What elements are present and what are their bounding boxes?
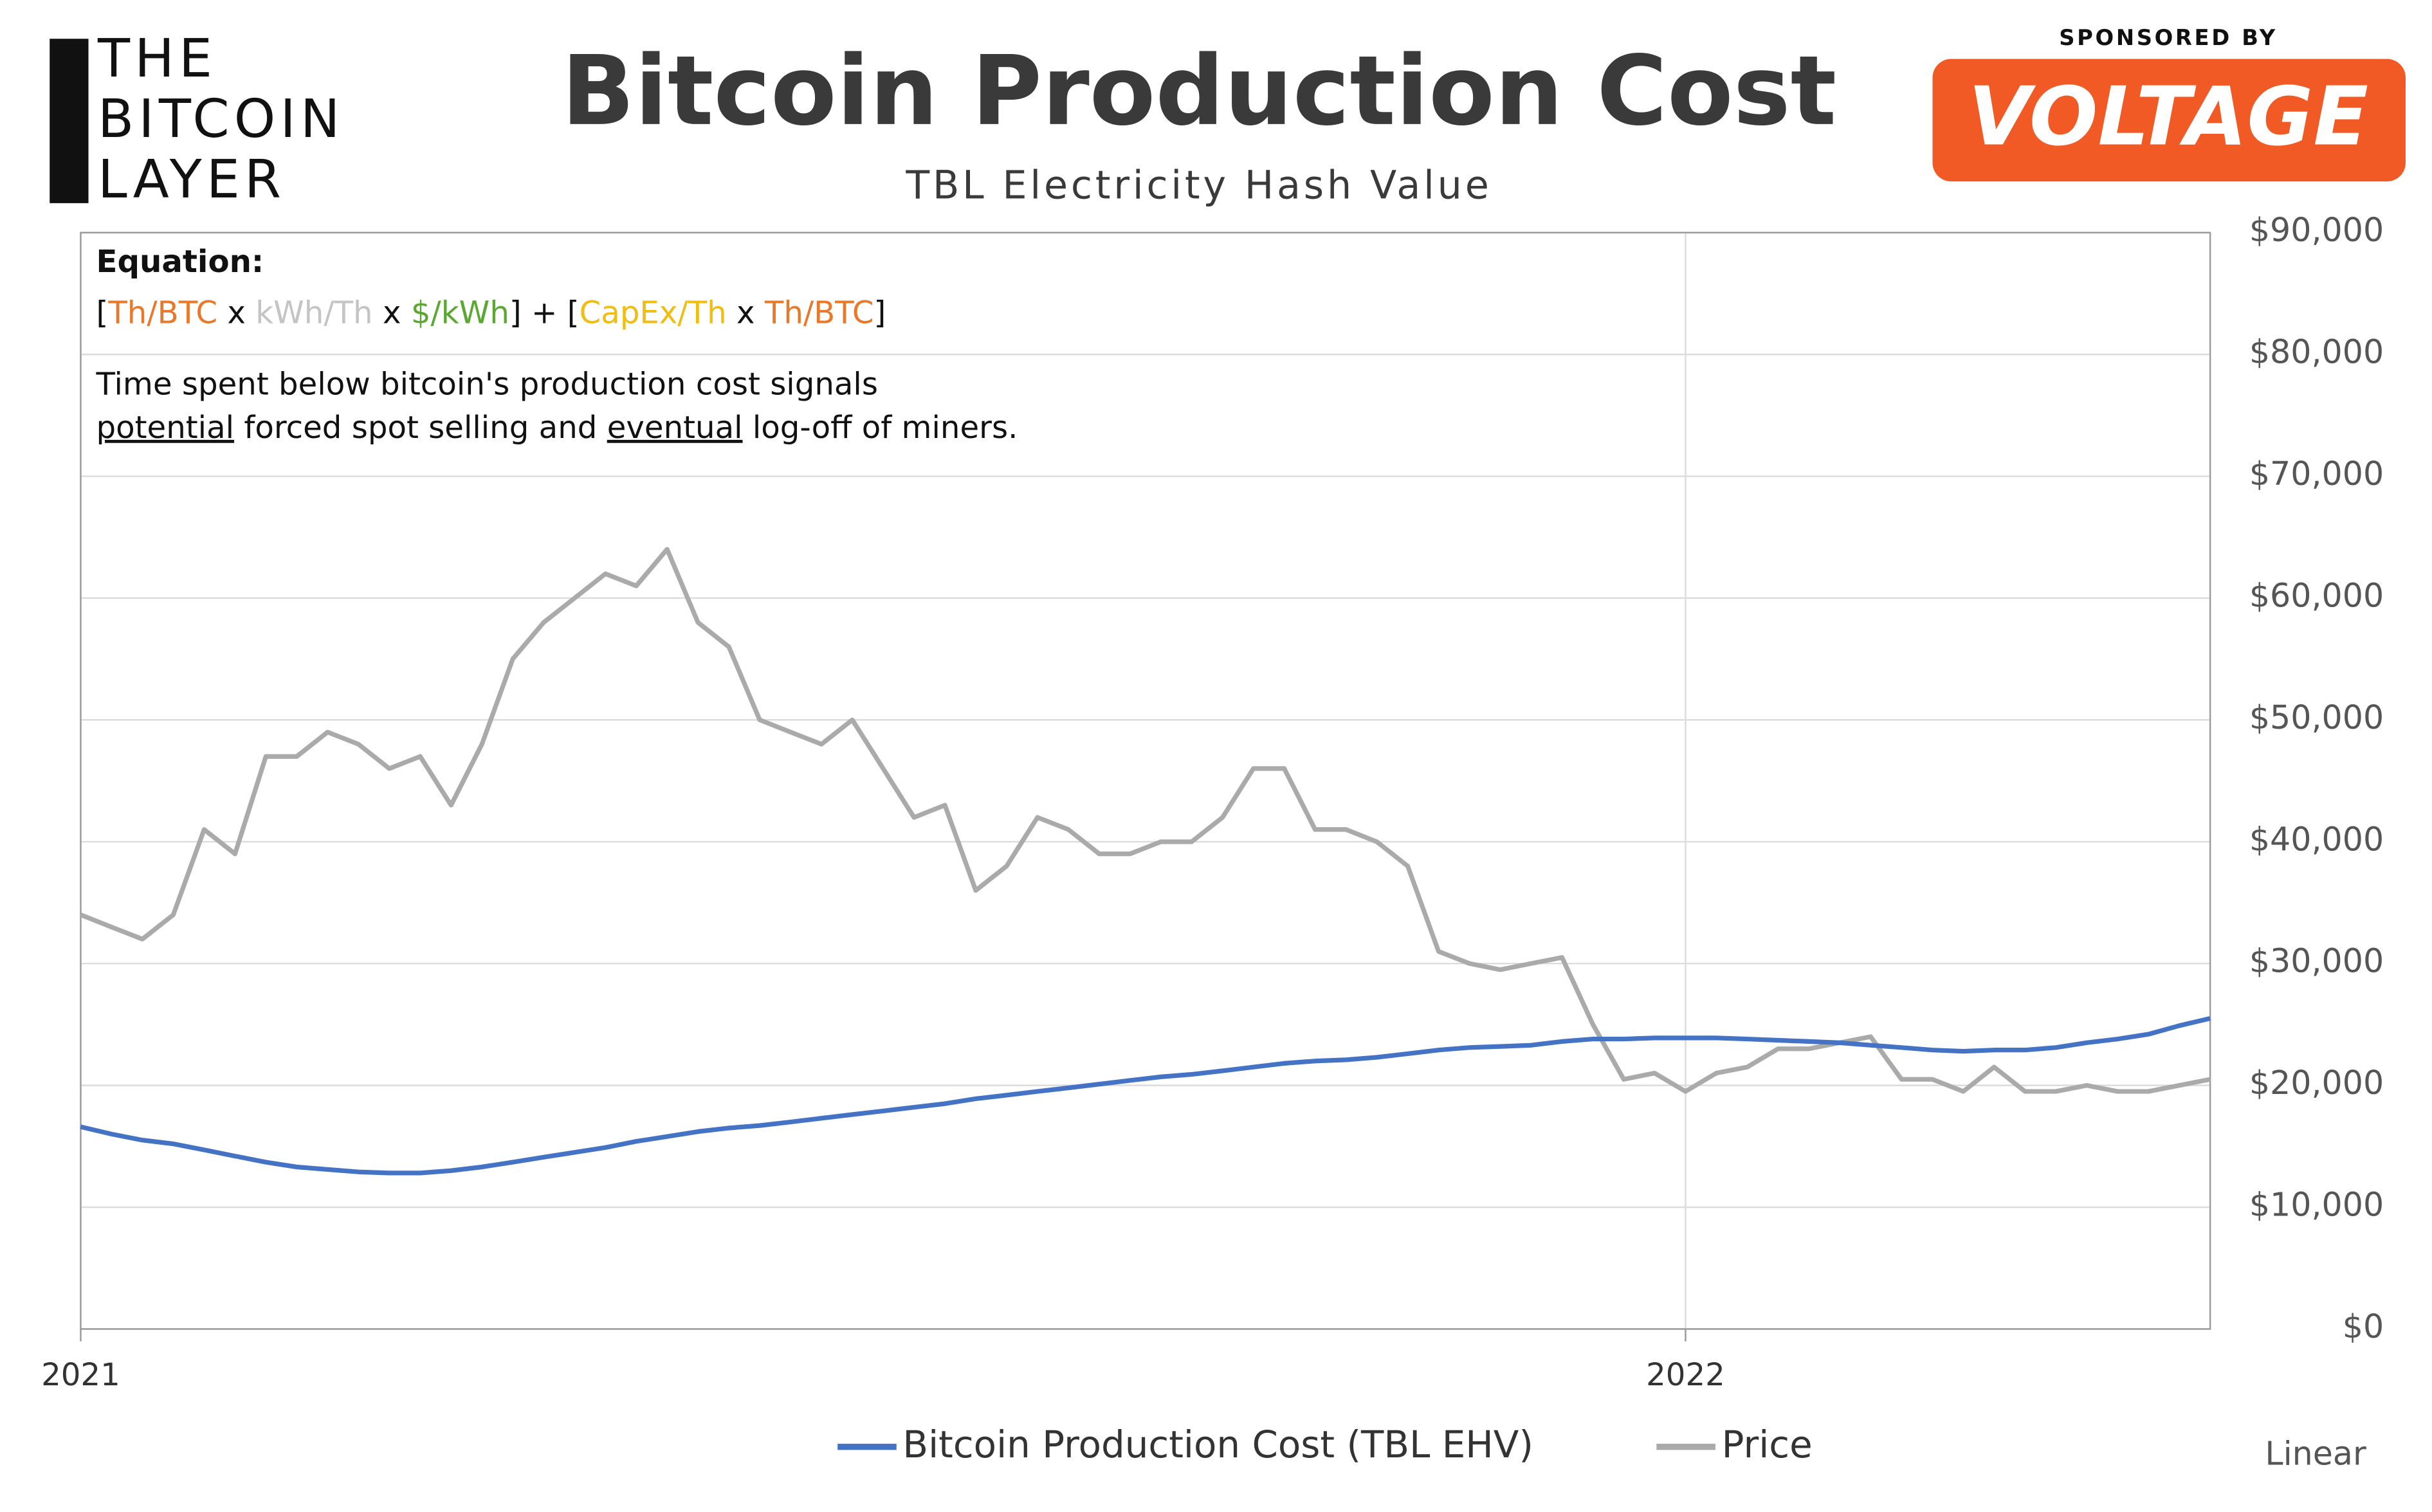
equation: [Th/BTC x kWh/Th x $/kWh] + [CapEx/Th x … xyxy=(96,295,886,331)
chart-subtitle: TBL Electricity Hash Value xyxy=(905,163,1492,208)
note-part: forced spot selling and xyxy=(234,410,607,446)
plot-border xyxy=(80,232,2211,1330)
scale-label: Linear xyxy=(2265,1435,2366,1473)
y-tick-label: $10,000 xyxy=(2249,1186,2384,1224)
legend-label: Price xyxy=(1722,1423,1813,1466)
logo-text: BITCOIN xyxy=(98,89,345,150)
equation-part: Th/BTC xyxy=(107,295,217,331)
y-tick-label: $50,000 xyxy=(2249,698,2384,736)
y-tick-label: $60,000 xyxy=(2249,576,2384,614)
note-part: log-off of miners. xyxy=(743,410,1018,446)
equation-part: CapEx/Th xyxy=(580,295,727,331)
x-tick-label: 2021 xyxy=(41,1357,120,1393)
y-tick-label: $90,000 xyxy=(2249,211,2384,249)
equation-heading: Equation: xyxy=(96,244,264,280)
y-tick-label: $20,000 xyxy=(2249,1064,2384,1102)
note-line: potential forced spot selling and eventu… xyxy=(96,410,1018,446)
legend-label: Bitcoin Production Cost (TBL EHV) xyxy=(902,1423,1533,1466)
y-tick-label: $30,000 xyxy=(2249,942,2384,980)
y-tick-label: $70,000 xyxy=(2249,455,2384,493)
y-tick-label: $40,000 xyxy=(2249,820,2384,858)
data-line xyxy=(80,1016,2211,1176)
equation-part: [ xyxy=(96,295,109,331)
sponsor-badge xyxy=(1932,59,2406,182)
note-part: potential xyxy=(96,410,235,446)
logo-bar xyxy=(50,39,89,203)
logo-text: LAYER xyxy=(98,149,286,210)
note-part: eventual xyxy=(607,410,743,446)
note-line: Time spent below bitcoin's production co… xyxy=(96,366,878,402)
equation-part: x xyxy=(373,295,411,331)
logo-text: THE xyxy=(97,28,217,89)
equation-part: x xyxy=(217,295,255,331)
x-tick-label: 2022 xyxy=(1646,1357,1725,1393)
note-part: Time spent below bitcoin's production co… xyxy=(96,366,878,402)
equation-part: ] xyxy=(874,295,886,331)
sponsor-caption: SPONSORED BY xyxy=(2059,25,2278,50)
equation-part: Th/BTC xyxy=(764,295,874,331)
equation-part: kWh/Th xyxy=(255,295,372,331)
equation-part: ] + [ xyxy=(509,295,580,331)
y-tick-label: $80,000 xyxy=(2249,333,2384,371)
equation-part: x xyxy=(727,295,765,331)
data-line xyxy=(80,547,2211,1094)
y-tick-label: $0 xyxy=(2343,1307,2384,1345)
sponsor-name: VOLTAGE xyxy=(1968,70,2368,164)
equation-part: $/kWh xyxy=(411,295,509,331)
chart-title: Bitcoin Production Cost xyxy=(562,35,1836,147)
